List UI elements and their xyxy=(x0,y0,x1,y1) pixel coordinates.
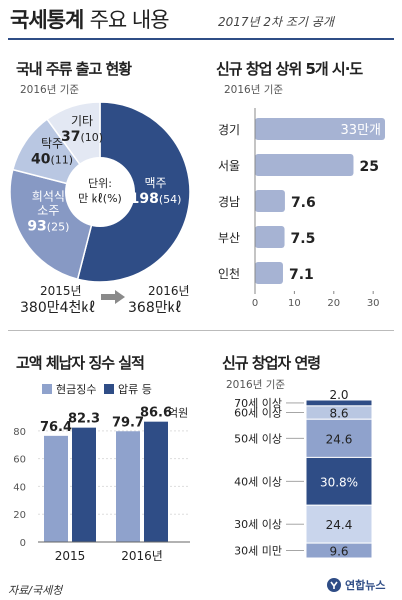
coll-value-1-1: 86.6 xyxy=(140,406,172,421)
pie-label-1: 소주 xyxy=(37,204,59,218)
region-tick-label: 10 xyxy=(288,298,301,309)
region-bar-3 xyxy=(255,226,285,248)
pie-label-2: 탁주 xyxy=(41,136,63,150)
title-rest: 주요 내용 xyxy=(89,8,170,32)
age-basis: 2016년 기준 xyxy=(226,379,286,391)
liquor-heading: 국내 주류 출고 현황 xyxy=(16,60,132,78)
coll-bar-0-0 xyxy=(44,435,68,542)
pie-value-3: 37(10) xyxy=(61,129,103,145)
coll-tick-label: 20 xyxy=(13,510,26,521)
legend-seize-label: 압류 등 xyxy=(118,383,152,396)
coll-category-0: 2015 xyxy=(55,549,86,563)
page-title: 국세통계 주요 내용 xyxy=(10,4,170,34)
age-label-1: 60세 이상 xyxy=(234,407,282,420)
region-value-2: 7.6 xyxy=(291,195,316,211)
age-value-3: 30.8% xyxy=(320,475,358,489)
coll-value-0-1: 82.3 xyxy=(68,412,100,427)
region-value-3: 7.5 xyxy=(291,231,316,247)
age-value-1: 8.6 xyxy=(329,407,348,421)
age-value-0: 2.0 xyxy=(329,390,348,402)
coll-tick-label: 80 xyxy=(13,427,26,438)
coll-tick-label: 0 xyxy=(20,538,26,549)
coll-unit: 억원 xyxy=(168,407,188,420)
legend-seize-swatch xyxy=(104,384,114,394)
region-tick-label: 0 xyxy=(252,298,258,309)
region-value-0: 33만개 xyxy=(341,123,381,138)
pie-label-3: 기타 xyxy=(71,114,93,128)
source-note: 자료/국세청 xyxy=(8,584,63,597)
liquor-basis: 2016년 기준 xyxy=(20,84,80,96)
region-bar-2 xyxy=(255,190,285,212)
section-divider xyxy=(8,330,394,331)
pie-label-1: 희석식 xyxy=(32,190,65,204)
age-label-4: 30세 이상 xyxy=(234,518,282,531)
pie-value-0: 198(54) xyxy=(130,191,182,207)
age-stacked-chart: 2.0 70세 이상 8.6 60세 이상 24.6 50세 이상 30.8% 40세 이상 2… xyxy=(234,390,373,559)
page-subtitle: 2017년 2차 조기 공개 xyxy=(218,15,334,29)
age-segment-2 xyxy=(305,418,373,458)
coll-tick-label: 40 xyxy=(13,482,26,493)
legend-cash: 현금징수 xyxy=(42,381,96,397)
region-tick-label: 20 xyxy=(327,298,340,309)
title-bold: 국세통계 xyxy=(10,8,84,32)
liquor-to-year: 2016년 xyxy=(148,284,190,298)
coll-value-0-0: 76.4 xyxy=(40,420,72,435)
coll-bar-1-0 xyxy=(116,431,140,542)
pie-center-label-1: 단위: xyxy=(88,177,112,190)
liquor-from-year: 2015년 xyxy=(40,284,82,298)
yonhap-logo-icon xyxy=(327,578,341,592)
startup-basis: 2016년 기준 xyxy=(224,84,284,96)
age-value-2: 24.6 xyxy=(326,432,353,446)
legend-cash-swatch xyxy=(42,384,52,394)
collection-heading: 고액 체납자 징수 실적 xyxy=(16,354,145,372)
region-label-2: 경남 xyxy=(218,195,240,209)
region-label-3: 부산 xyxy=(218,231,240,245)
coll-bar-0-1 xyxy=(72,427,96,542)
region-bar-1 xyxy=(255,154,354,176)
region-bar-4 xyxy=(255,262,283,284)
age-heading: 신규 창업자 연령 xyxy=(222,354,321,372)
pie-value-1: 93(25) xyxy=(27,219,69,235)
coll-value-1-0: 79.7 xyxy=(112,415,144,430)
coll-tick-label: 60 xyxy=(13,455,26,466)
startup-heading: 신규 창업 상위 5개 시·도 xyxy=(216,60,363,78)
age-label-2: 50세 이상 xyxy=(234,432,282,445)
logo-text: 연합뉴스 xyxy=(345,579,386,592)
region-bar-0 xyxy=(255,118,385,140)
region-value-1: 25 xyxy=(359,159,378,175)
coll-category-1: 2016년 xyxy=(121,549,163,563)
pie-label-0: 맥주 xyxy=(145,176,167,190)
age-value-4: 24.4 xyxy=(326,518,353,532)
region-tick-label: 30 xyxy=(367,298,380,309)
arrow-right-icon xyxy=(101,290,125,304)
legend-seize: 압류 등 xyxy=(104,381,152,397)
liquor-from-value: 380만4천㎘ xyxy=(20,300,96,316)
pie-center xyxy=(65,157,135,227)
legend-cash-label: 현금징수 xyxy=(56,383,97,396)
age-label-5: 30세 미만 xyxy=(234,545,282,558)
header-divider xyxy=(8,38,394,40)
pie-value-2: 40(11) xyxy=(31,151,73,167)
age-label-0: 70세 이상 xyxy=(234,397,282,410)
age-value-5: 9.6 xyxy=(329,545,348,559)
region-label-0: 경기 xyxy=(218,123,240,137)
collection-bar-chart: 0 20 40 60 80 76.482.3 2015 79.786.6 2016년 억원 xyxy=(13,406,190,563)
news-logo: 연합뉴스 xyxy=(326,577,385,593)
region-label-4: 인천 xyxy=(218,266,240,281)
coll-bar-1-1 xyxy=(144,421,168,542)
age-segment-4 xyxy=(305,504,373,544)
pie-center-label-2: 만 ㎘(%) xyxy=(78,192,122,205)
region-label-1: 서울 xyxy=(218,159,240,173)
age-label-3: 40세 이상 xyxy=(234,475,282,488)
region-value-4: 7.1 xyxy=(289,267,314,283)
liquor-to-value: 368만㎘ xyxy=(128,300,182,316)
age-segment-3 xyxy=(305,456,373,506)
age-segment-5 xyxy=(305,542,373,559)
